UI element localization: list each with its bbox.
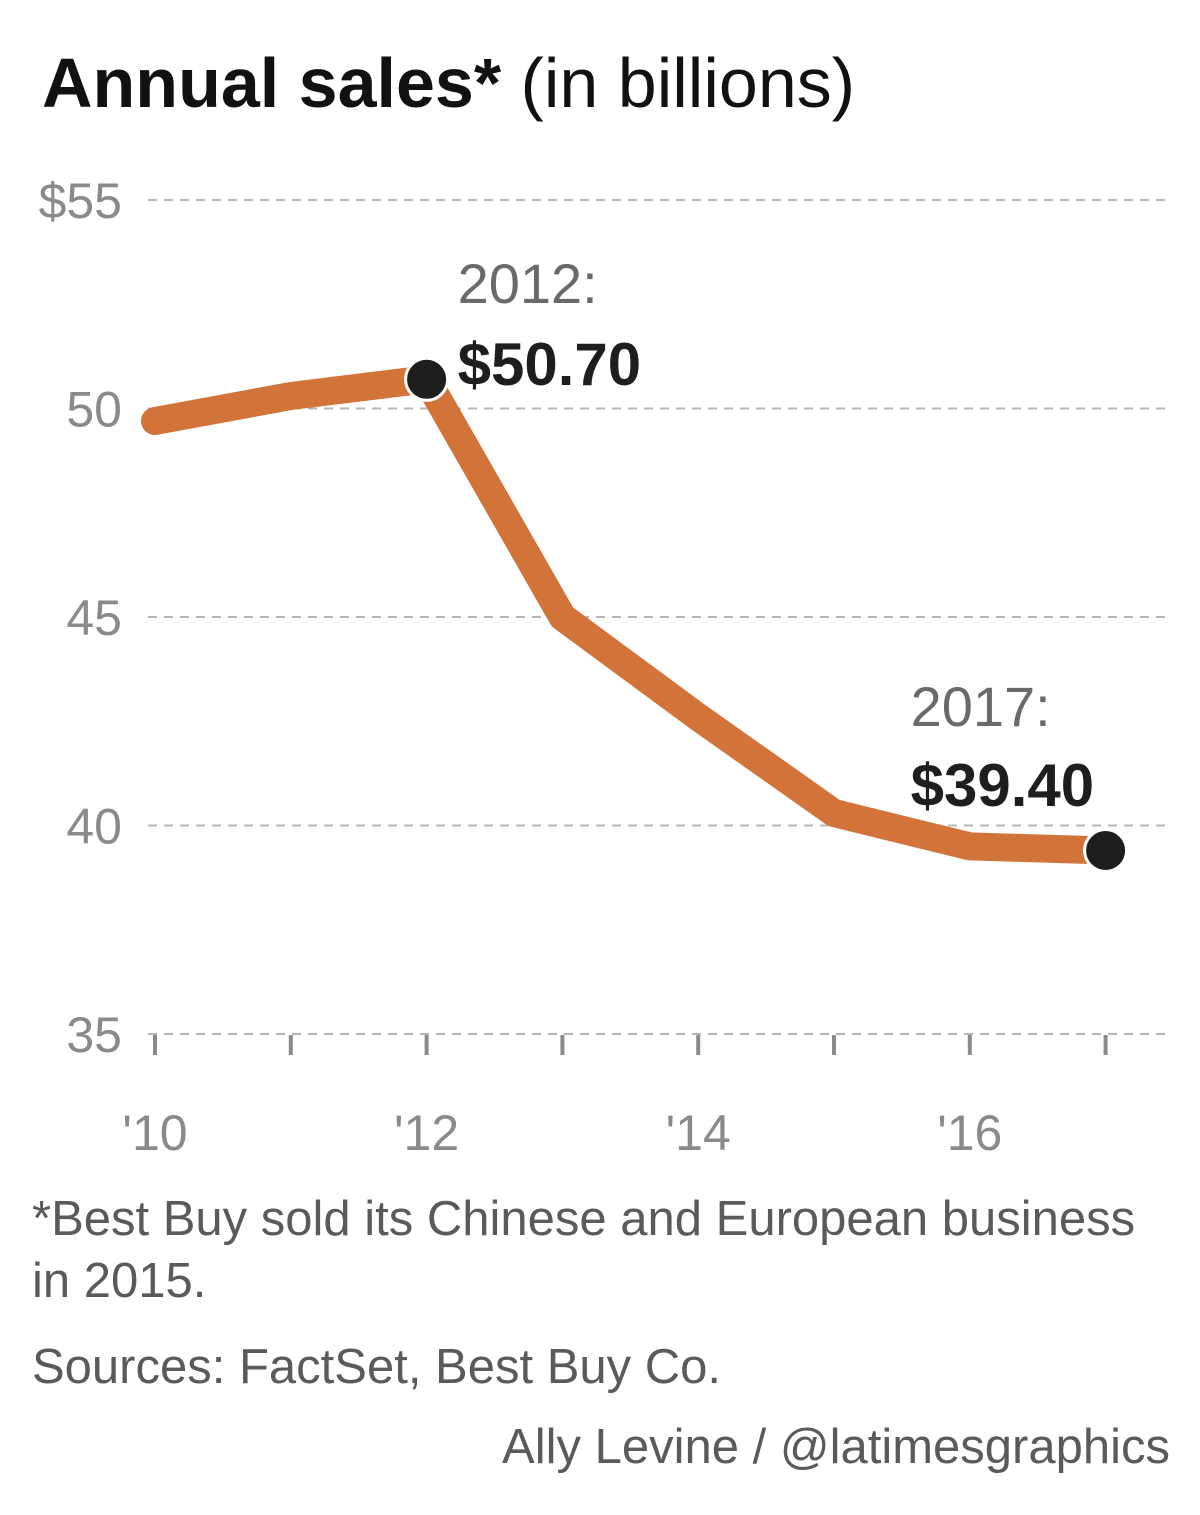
y-tick-label-35: 35 [66,1007,122,1063]
title-main: Annual sales* [42,44,502,122]
y-tick-label-45: 45 [66,590,122,646]
series-line [141,365,1120,865]
sources-line: Sources: FactSet, Best Buy Co. [32,1340,722,1394]
y-axis-tick-labels: $55 50 45 40 35 [39,173,122,1063]
title-subtitle: (in billions) [520,44,856,122]
footnote: *Best Buy sold its Chinese and European … [32,1192,1136,1308]
line-chart: $55 50 45 40 35 '10 '12 '14 '16 2012: $50.70 2017… [39,173,1165,1161]
annotations: 2012: $50.70 2017: $39.40 [458,252,1095,819]
annotation-year-2017: 2017: [911,675,1051,738]
x-tick-label-2012: '12 [394,1105,459,1161]
marker-2017 [1083,828,1129,874]
annotation-value-2017: $39.40 [911,752,1095,819]
credit-line: Ally Levine / @latimesgraphics [502,1420,1170,1474]
grid-lines [148,199,1165,1035]
annotation-year-2012: 2012: [458,252,598,315]
y-tick-label-50: 50 [66,382,122,438]
highlight-markers [404,356,1129,874]
sales-series [141,365,1120,865]
x-tick-label-2014: '14 [666,1105,731,1161]
y-tick-label-55: $55 [39,173,122,229]
x-axis-ticks: '10 '12 '14 '16 [122,1035,1108,1161]
x-tick-label-2010: '10 [122,1105,187,1161]
y-tick-label-40: 40 [66,799,122,855]
x-tick-label-2016: '16 [937,1105,1002,1161]
chart-title: Annual sales* (in billions) [42,38,855,128]
marker-2012 [404,356,450,402]
annotation-value-2012: $50.70 [458,331,642,398]
